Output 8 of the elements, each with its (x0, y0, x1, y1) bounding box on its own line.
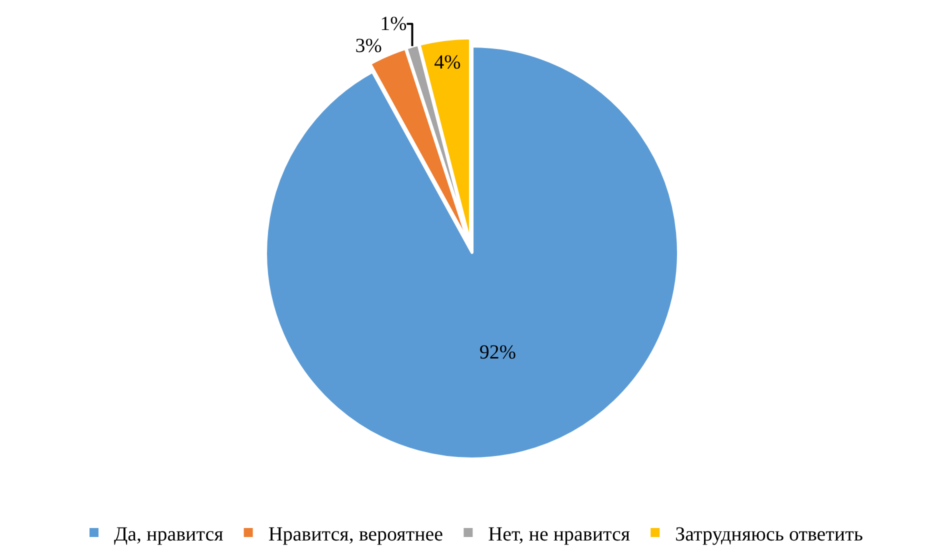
legend-label: Затрудняюсь ответить (675, 523, 863, 546)
data-label: 4% (434, 51, 461, 74)
legend-label: Нет, не нравится (488, 523, 630, 546)
legend-label: Нравится, вероятнее (268, 523, 444, 546)
data-label: 3% (355, 34, 382, 57)
data-label: 92% (479, 341, 516, 364)
data-label: 1% (380, 12, 407, 35)
legend-label: Да, нравится (114, 523, 224, 546)
